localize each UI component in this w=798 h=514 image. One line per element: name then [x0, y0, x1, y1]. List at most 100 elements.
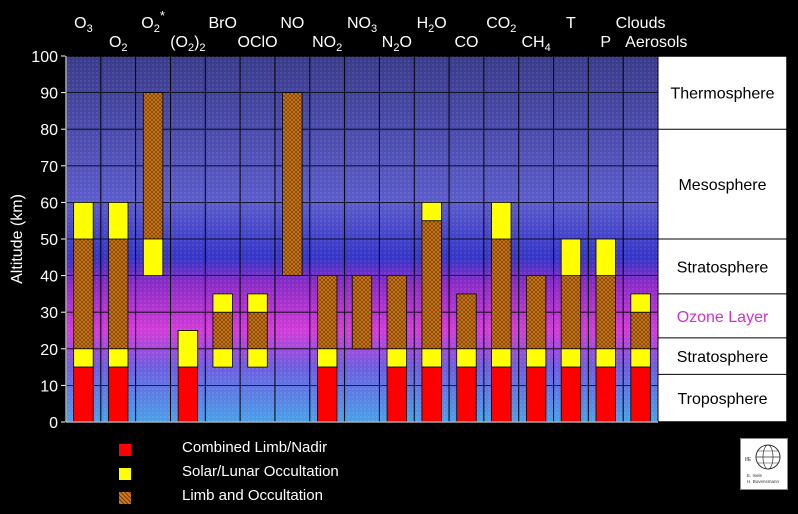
bar-limb-occultation	[386, 275, 407, 350]
bar-solar-lunar-occultation	[595, 238, 616, 276]
bar-solar-lunar-occultation	[595, 348, 616, 368]
legend-item-occultation: Solar/Lunar Occultation	[118, 463, 458, 488]
column-label: CO2	[486, 15, 516, 35]
bar-solar-lunar-occultation	[317, 348, 338, 368]
y-tick-label: 60	[40, 195, 58, 212]
bar-combined-limb-nadir	[595, 366, 616, 423]
region-label: Stratosphere	[677, 259, 769, 276]
legend-item-combined: Combined Limb/Nadir	[118, 439, 458, 464]
legend-swatch-yellow	[118, 467, 132, 481]
bar-limb-occultation	[212, 311, 233, 350]
chart-legend: Combined Limb/Nadir Solar/Lunar Occultat…	[118, 439, 458, 512]
bar-limb-occultation	[317, 275, 338, 350]
y-axis-title: Altitude (km)	[9, 194, 26, 284]
region-label: Thermosphere	[670, 86, 774, 103]
bar-solar-lunar-occultation	[108, 348, 129, 368]
bar-combined-limb-nadir	[108, 366, 129, 423]
column-label: O3	[74, 15, 93, 35]
y-tick-label: 30	[40, 305, 58, 322]
bar-combined-limb-nadir	[421, 366, 442, 423]
bar-limb-occultation	[491, 238, 512, 350]
y-tick-label: 80	[40, 122, 58, 139]
column-label: BrO	[208, 15, 236, 32]
bar-combined-limb-nadir	[560, 366, 582, 423]
legend-label: Limb and Occultation	[182, 487, 323, 504]
bar-solar-lunar-occultation	[73, 201, 94, 240]
bar-solar-lunar-occultation	[212, 293, 233, 313]
legend-label: Combined Limb/Nadir	[182, 439, 328, 456]
bar-limb-occultation	[630, 311, 651, 350]
bar-solar-lunar-occultation	[177, 330, 199, 368]
column-label: NO	[280, 15, 304, 32]
column-label: NO2	[312, 34, 342, 54]
bar-solar-lunar-occultation	[630, 348, 651, 368]
region-label: Stratosphere	[677, 349, 769, 366]
bar-limb-occultation	[247, 311, 268, 350]
y-tick-label: 0	[49, 415, 58, 432]
y-tick-label: 50	[40, 232, 58, 249]
y-tick-label: 10	[40, 378, 58, 395]
column-label-aerosols: Aerosols	[625, 34, 687, 51]
bar-solar-lunar-occultation	[491, 348, 512, 368]
bar-combined-limb-nadir	[73, 366, 94, 423]
bar-limb-occultation	[525, 275, 547, 350]
institute-logo: IfE E. Isele H. Bovensmann	[740, 438, 788, 490]
y-tick-label: 90	[40, 86, 58, 103]
bar-solar-lunar-occultation	[456, 348, 477, 368]
bar-limb-occultation	[560, 275, 582, 350]
legend-item-limb-occultation: Limb and Occultation	[118, 487, 458, 512]
bar-combined-limb-nadir	[491, 366, 512, 423]
bar-combined-limb-nadir	[177, 366, 199, 423]
bar-limb-occultation	[421, 220, 442, 350]
column-label: T	[566, 15, 576, 32]
column-label: O2	[109, 34, 128, 54]
region-label: Troposphere	[677, 391, 767, 408]
bar-limb-occultation	[73, 238, 94, 350]
column-label: (O2)2	[170, 34, 205, 54]
bar-limb-occultation	[456, 293, 477, 350]
legend-label: Solar/Lunar Occultation	[182, 463, 339, 480]
y-tick-label: 20	[40, 342, 58, 359]
bar-solar-lunar-occultation	[247, 293, 268, 313]
svg-text:E. Isele: E. Isele	[747, 473, 763, 478]
region-label: Ozone Layer	[677, 309, 769, 326]
bar-solar-lunar-occultation	[142, 238, 164, 276]
bar-solar-lunar-occultation	[491, 201, 512, 240]
bar-solar-lunar-occultation	[421, 201, 442, 222]
y-tick-label: 100	[31, 49, 58, 66]
column-label: CH4	[522, 34, 551, 54]
column-label: N2O	[382, 34, 412, 54]
column-label: O2*	[141, 8, 165, 35]
bar-limb-occultation	[595, 275, 616, 350]
column-label: CO	[454, 34, 478, 51]
column-label: H2O	[417, 15, 447, 35]
bar-limb-occultation	[142, 92, 164, 240]
bar-solar-lunar-occultation	[212, 348, 233, 368]
column-label: OClO	[238, 34, 278, 51]
bar-solar-lunar-occultation	[560, 238, 582, 276]
y-tick-label: 40	[40, 269, 58, 286]
svg-text:IfE: IfE	[745, 457, 752, 463]
bar-limb-occultation	[108, 238, 129, 350]
bar-solar-lunar-occultation	[386, 348, 407, 368]
bar-solar-lunar-occultation	[73, 348, 94, 368]
region-label: Mesosphere	[678, 177, 766, 194]
bar-limb-occultation	[351, 275, 373, 350]
bar-solar-lunar-occultation	[560, 348, 582, 368]
bar-combined-limb-nadir	[386, 366, 407, 423]
bar-limb-occultation	[282, 92, 303, 276]
bar-combined-limb-nadir	[317, 366, 338, 423]
bar-solar-lunar-occultation	[108, 201, 129, 240]
bar-solar-lunar-occultation	[525, 348, 547, 368]
y-tick-label: 70	[40, 159, 58, 176]
legend-swatch-red	[118, 443, 132, 457]
bar-combined-limb-nadir	[456, 366, 477, 423]
bar-solar-lunar-occultation	[421, 348, 442, 368]
svg-text:H. Bovensmann: H. Bovensmann	[747, 479, 780, 484]
column-label: P	[600, 34, 611, 51]
bar-solar-lunar-occultation	[630, 293, 651, 313]
column-label: Clouds	[616, 15, 666, 32]
bar-combined-limb-nadir	[630, 366, 651, 423]
legend-swatch-hatched	[118, 491, 132, 505]
